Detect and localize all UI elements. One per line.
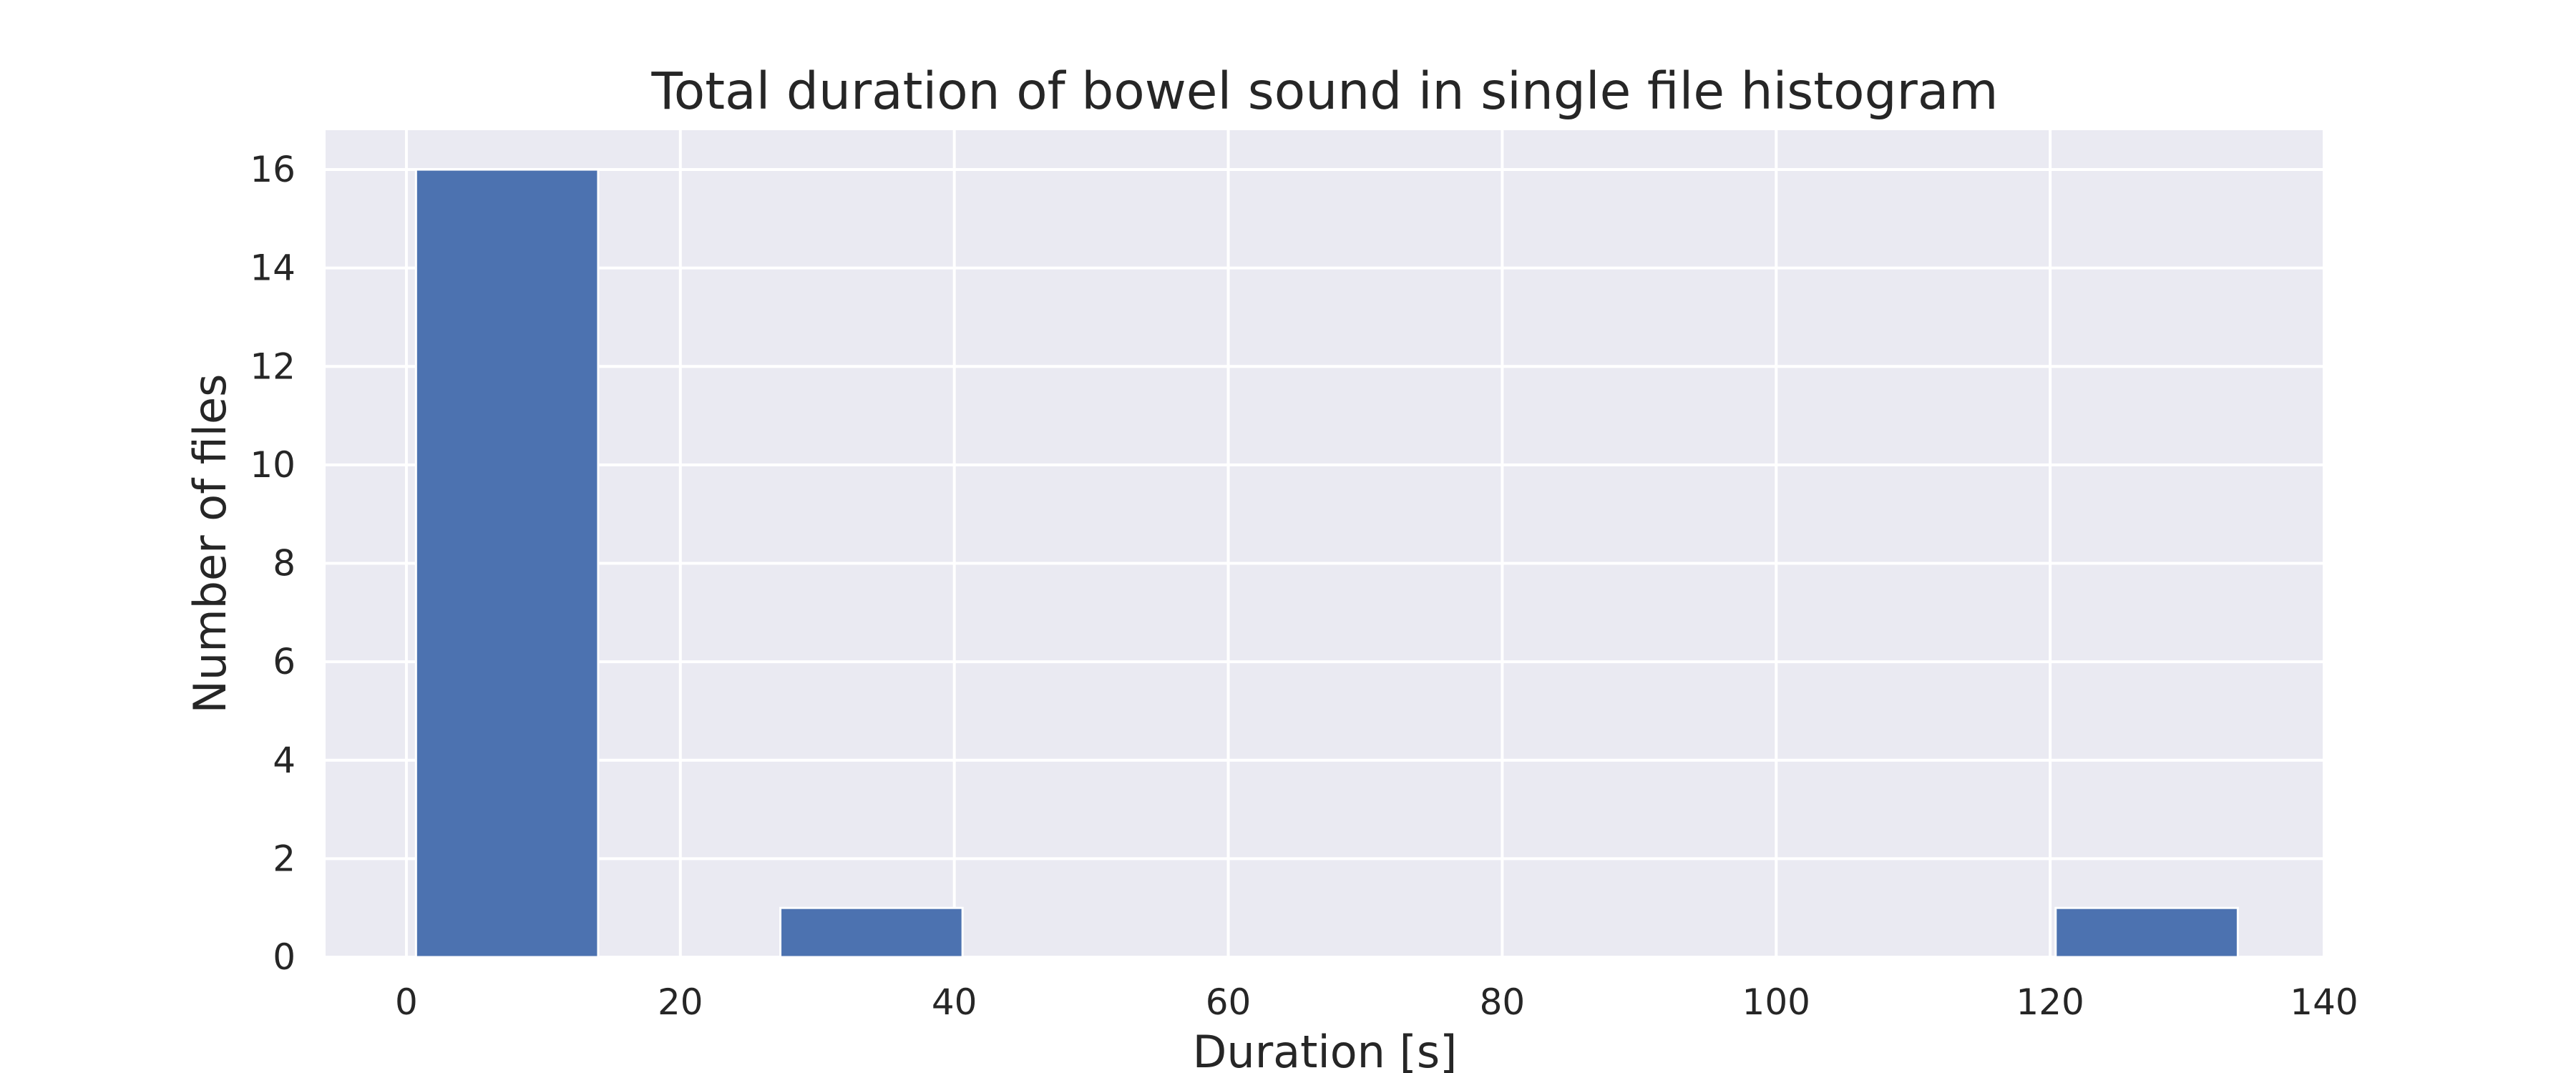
chart-title: Total duration of bowel sound in single … <box>650 62 1998 121</box>
y-axis-label: Number of files <box>184 374 236 714</box>
histogram-bar <box>779 906 964 959</box>
histogram-bar <box>2054 906 2239 959</box>
x-tick-label: 60 <box>1206 981 1252 1023</box>
x-axis-label: Duration [s] <box>1193 1026 1458 1073</box>
x-tick-label: 120 <box>2016 981 2084 1023</box>
histogram-bars <box>414 168 2239 959</box>
x-tick-label: 40 <box>932 981 977 1023</box>
plot-area <box>326 130 2324 957</box>
y-tick-label: 16 <box>250 149 296 190</box>
x-tick-label: 80 <box>1480 981 1526 1023</box>
y-tick-label: 2 <box>273 838 296 879</box>
x-tick-label: 100 <box>1742 981 1810 1023</box>
y-tick-label: 0 <box>273 936 296 978</box>
grid-lines <box>326 130 2326 959</box>
histogram-bar <box>414 168 600 959</box>
y-tick-label: 10 <box>250 444 296 486</box>
x-tick-label: 20 <box>658 981 703 1023</box>
y-tick-label: 14 <box>250 248 296 289</box>
tick-labels: 0 20 40 60 80 100 120 140 0 2 4 6 8 10 12 14 16 <box>250 149 2358 1023</box>
y-tick-label: 6 <box>273 641 296 682</box>
x-tick-label: 0 <box>395 981 418 1023</box>
y-tick-label: 4 <box>273 740 296 781</box>
y-tick-label: 12 <box>250 346 296 387</box>
y-tick-label: 8 <box>273 543 296 584</box>
x-tick-label: 140 <box>2290 981 2358 1023</box>
